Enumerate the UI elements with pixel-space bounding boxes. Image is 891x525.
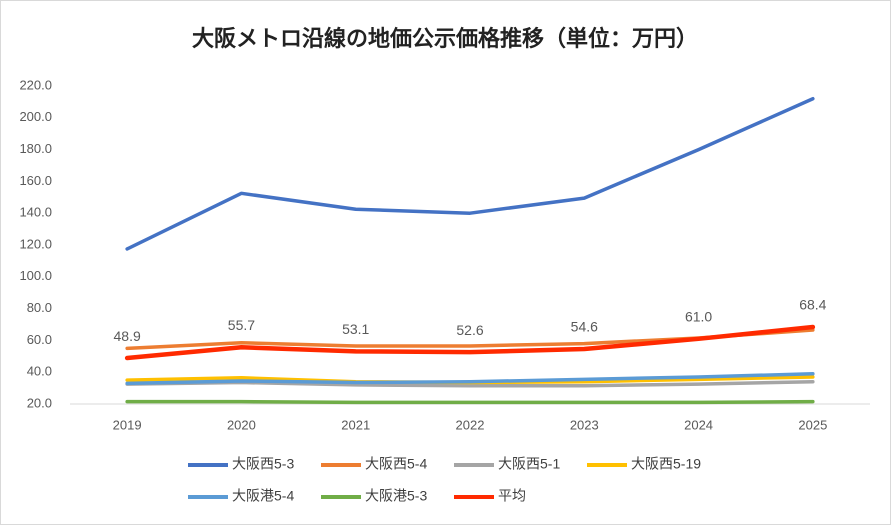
y-tick-label: 40.0 (27, 364, 52, 379)
x-tick-label: 2019 (113, 417, 142, 432)
legend-label: 大阪港5-4 (232, 488, 294, 504)
y-tick-label: 160.0 (19, 173, 52, 188)
data-label: 48.9 (114, 328, 141, 344)
y-tick-label: 60.0 (27, 332, 52, 347)
chart-title: 大阪メトロ沿線の地価公示価格推移（単位：万円） (192, 26, 698, 51)
legend-label: 大阪港5-3 (365, 488, 427, 504)
series-line (125, 96, 815, 251)
data-label: 55.7 (228, 317, 255, 333)
y-tick-label: 220.0 (19, 77, 52, 92)
legend-label: 大阪西5-3 (232, 456, 294, 472)
y-tick-label: 120.0 (19, 236, 52, 251)
data-label: 54.6 (571, 319, 598, 335)
series-line (125, 399, 815, 405)
data-label: 68.4 (799, 297, 826, 313)
legend-label: 大阪西5-19 (631, 456, 701, 472)
data-label: 53.1 (342, 321, 369, 337)
y-tick-label: 100.0 (19, 268, 52, 283)
data-label: 61.0 (685, 309, 712, 325)
y-tick-label: 180.0 (19, 141, 52, 156)
x-tick-label: 2020 (227, 417, 256, 432)
legend-label: 大阪西5-4 (365, 456, 427, 472)
legend-label: 平均 (498, 488, 526, 504)
series-line (124, 324, 816, 361)
x-tick-label: 2023 (570, 417, 599, 432)
x-tick-label: 2024 (684, 417, 713, 432)
x-tick-label: 2022 (456, 417, 485, 432)
y-tick-label: 20.0 (27, 395, 52, 410)
y-tick-label: 80.0 (27, 300, 52, 315)
x-tick-label: 2021 (341, 417, 370, 432)
x-tick-label: 2025 (798, 417, 827, 432)
legend-label: 大阪西5-1 (498, 456, 560, 472)
y-tick-label: 200.0 (19, 109, 52, 124)
y-tick-label: 140.0 (19, 205, 52, 220)
data-label: 52.6 (456, 322, 483, 338)
series-line (125, 372, 815, 386)
